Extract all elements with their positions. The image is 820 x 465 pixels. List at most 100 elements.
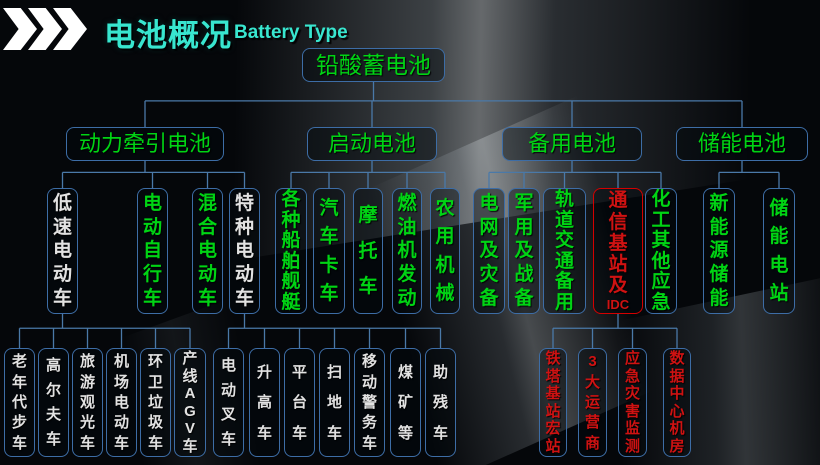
- node-label-line: 电: [198, 241, 217, 260]
- node-label-line: 摩: [358, 206, 377, 225]
- node-label-line: 车: [319, 227, 338, 246]
- node-label-line: 急: [651, 293, 670, 312]
- tree-node-telecom: 通信基站及IDC: [593, 188, 643, 314]
- node-label-line: 基: [545, 386, 560, 401]
- node-label-line: 源: [709, 241, 728, 260]
- node-label-line: 垃: [148, 395, 163, 410]
- node-label-line: 舶: [281, 252, 300, 271]
- node-label-line: 自: [143, 241, 162, 260]
- node-label-line: 车: [235, 289, 254, 308]
- node-label-line: 油: [397, 218, 416, 237]
- node-label-line: 械: [435, 284, 454, 303]
- node-label-line: 线: [182, 369, 197, 384]
- tree-node-low_speed: 低速电动车: [47, 188, 78, 314]
- node-label-line: A: [185, 386, 196, 401]
- node-label-line: 光: [80, 415, 95, 430]
- tree-node-storage: 储能电池: [676, 127, 808, 161]
- node-label-line: IDC: [607, 298, 629, 311]
- node-label-line: 交: [555, 231, 574, 250]
- node-label-line: 矿: [398, 395, 413, 410]
- tree-node-datacenter: 数据中心机房: [663, 348, 691, 457]
- node-label-line: 用: [435, 227, 454, 246]
- node-label-line: 合: [198, 218, 217, 237]
- node-label-line: 混: [198, 194, 217, 213]
- node-label-line: 动: [397, 289, 416, 308]
- node-label-line: 年: [12, 375, 27, 390]
- tree-node-tower: 铁塔基站宏站: [539, 348, 567, 457]
- node-label-line: 各: [281, 190, 300, 209]
- node-label-line: 其: [651, 231, 670, 250]
- node-label-line: 老: [12, 354, 27, 369]
- tree-node-power_station: 储能电站: [763, 188, 795, 314]
- node-label-line: 车: [221, 432, 236, 447]
- node-label-line: 电: [114, 395, 129, 410]
- node-label-line: 动: [221, 383, 236, 398]
- tree-node-start: 启动电池: [307, 127, 437, 161]
- node-label-line: 机: [435, 256, 454, 275]
- tree-node-moto: 摩托车: [353, 188, 383, 314]
- node-label-line: 宏: [545, 421, 560, 436]
- node-label-line: 场: [114, 375, 129, 390]
- node-label-line: 高: [46, 358, 61, 373]
- node-label-line: 站: [545, 439, 560, 454]
- node-label-line: 行: [143, 265, 162, 284]
- node-label-line: 新: [709, 194, 728, 213]
- tree-node-military: 军用及战备: [508, 188, 540, 314]
- node-label-line: 船: [281, 231, 300, 250]
- node-label-line: 工: [651, 211, 670, 230]
- node-label-line: 电: [769, 256, 788, 275]
- node-label-line: 车: [182, 439, 197, 454]
- slide-battery-type: 电池概况 Battery Type 铅酸蓄电池动力牵引电池启动电池备用电池储能电…: [0, 0, 820, 465]
- node-label-line: 及: [608, 276, 627, 295]
- node-label-line: 车: [143, 289, 162, 308]
- node-label-line: 灾: [625, 386, 640, 401]
- node-label-line: 大: [585, 375, 600, 390]
- tree-node-operators: 3大运营商: [578, 348, 607, 457]
- node-label-line: 及: [479, 241, 498, 260]
- node-label-line: 车: [198, 289, 217, 308]
- node-label-line: 急: [625, 369, 640, 384]
- node-label-line: 卡: [319, 256, 338, 275]
- node-label-line: 用: [555, 293, 574, 312]
- node-label-line: 害: [625, 404, 640, 419]
- node-label-line: 警: [362, 395, 377, 410]
- node-label-line: 站: [769, 284, 788, 303]
- node-label-line: 圾: [148, 415, 163, 430]
- node-label-line: 中: [669, 386, 684, 401]
- node-label-line: 测: [625, 439, 640, 454]
- node-label-line: 电: [235, 241, 254, 260]
- tree-node-agv: 产线AGV车: [174, 348, 206, 457]
- node-label-line: 启动电池: [328, 133, 416, 155]
- node-label-line: 备: [555, 272, 574, 291]
- node-label-line: 务: [362, 415, 377, 430]
- node-label-line: 通: [555, 252, 574, 271]
- node-label-line: 心: [669, 404, 684, 419]
- node-label-line: 叉: [221, 407, 236, 422]
- node-label-line: 高: [257, 395, 272, 410]
- node-label-line: 种: [235, 218, 254, 237]
- tree-node-grid: 电网及灾备: [473, 188, 505, 314]
- tree-node-disabled: 助残车: [425, 348, 456, 457]
- node-label-line: 夫: [46, 407, 61, 422]
- node-label-line: 用: [514, 218, 533, 237]
- node-label-line: 观: [80, 395, 95, 410]
- tree-node-platform: 平台车: [284, 348, 315, 457]
- tree-node-backup: 备用电池: [502, 127, 642, 161]
- node-label-line: 据: [669, 369, 684, 384]
- node-label-line: 房: [669, 439, 684, 454]
- node-label-line: 储能电池: [698, 133, 786, 155]
- tree-node-new_energy: 新能源储能: [703, 188, 735, 314]
- node-label-line: 应: [625, 351, 640, 366]
- node-label-line: 数: [669, 351, 684, 366]
- node-label-line: 储: [709, 265, 728, 284]
- node-label-line: 尔: [46, 383, 61, 398]
- node-label-line: 旅: [80, 354, 95, 369]
- node-label-line: 艇: [281, 293, 300, 312]
- node-label-line: 产: [182, 351, 197, 366]
- node-label-line: 车: [53, 289, 72, 308]
- node-label-line: 轨: [555, 190, 574, 209]
- tree-node-lead_acid: 铅酸蓄电池: [302, 48, 445, 82]
- tree-node-forklift: 电动叉车: [213, 348, 244, 457]
- node-label-line: 车: [433, 426, 448, 441]
- node-label-line: 信: [608, 213, 627, 232]
